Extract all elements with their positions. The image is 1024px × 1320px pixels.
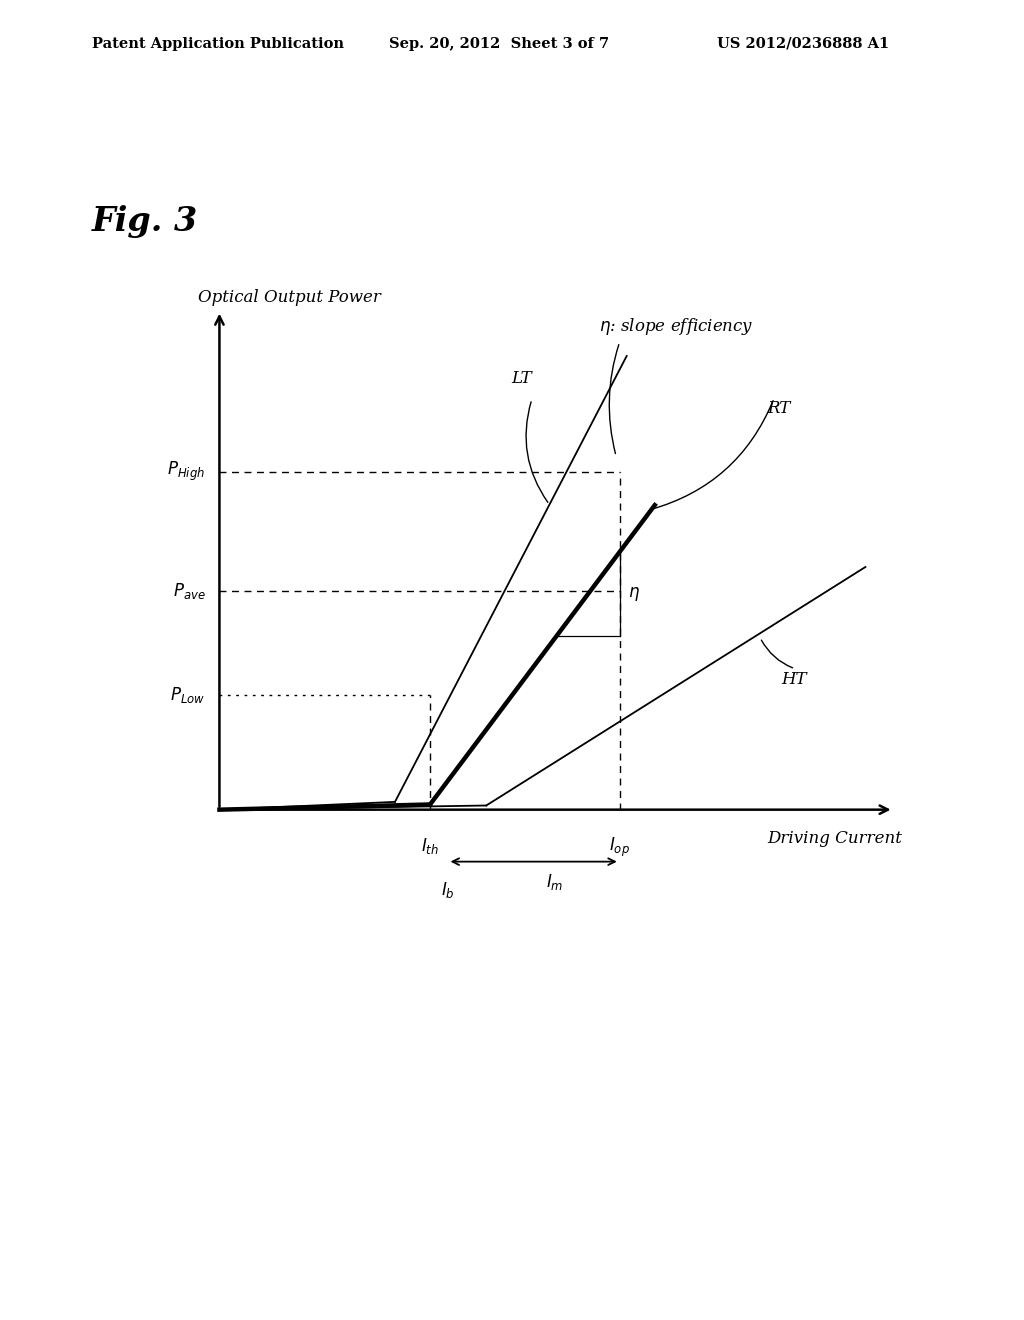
Text: $\eta$: slope efficiency: $\eta$: slope efficiency [599, 315, 753, 337]
Text: RT: RT [767, 400, 791, 417]
Text: $I_{op}$: $I_{op}$ [609, 836, 630, 859]
Text: $I_m$: $I_m$ [546, 873, 563, 892]
Text: $P_{Low}$: $P_{Low}$ [170, 685, 206, 705]
Text: Optical Output Power: Optical Output Power [199, 289, 381, 305]
Text: Fig. 3: Fig. 3 [92, 205, 199, 238]
Text: HT: HT [781, 671, 807, 688]
Text: $P_{ave}$: $P_{ave}$ [173, 581, 206, 602]
Text: LT: LT [511, 370, 531, 387]
Text: Sep. 20, 2012  Sheet 3 of 7: Sep. 20, 2012 Sheet 3 of 7 [389, 37, 609, 51]
Text: Patent Application Publication: Patent Application Publication [92, 37, 344, 51]
Text: $P_{High}$: $P_{High}$ [167, 461, 206, 483]
Text: $I_b$: $I_b$ [440, 880, 455, 900]
Text: $I_{th}$: $I_{th}$ [421, 836, 439, 855]
Text: $\eta$: $\eta$ [628, 585, 640, 603]
Text: Driving Current: Driving Current [767, 830, 902, 847]
Text: US 2012/0236888 A1: US 2012/0236888 A1 [717, 37, 889, 51]
